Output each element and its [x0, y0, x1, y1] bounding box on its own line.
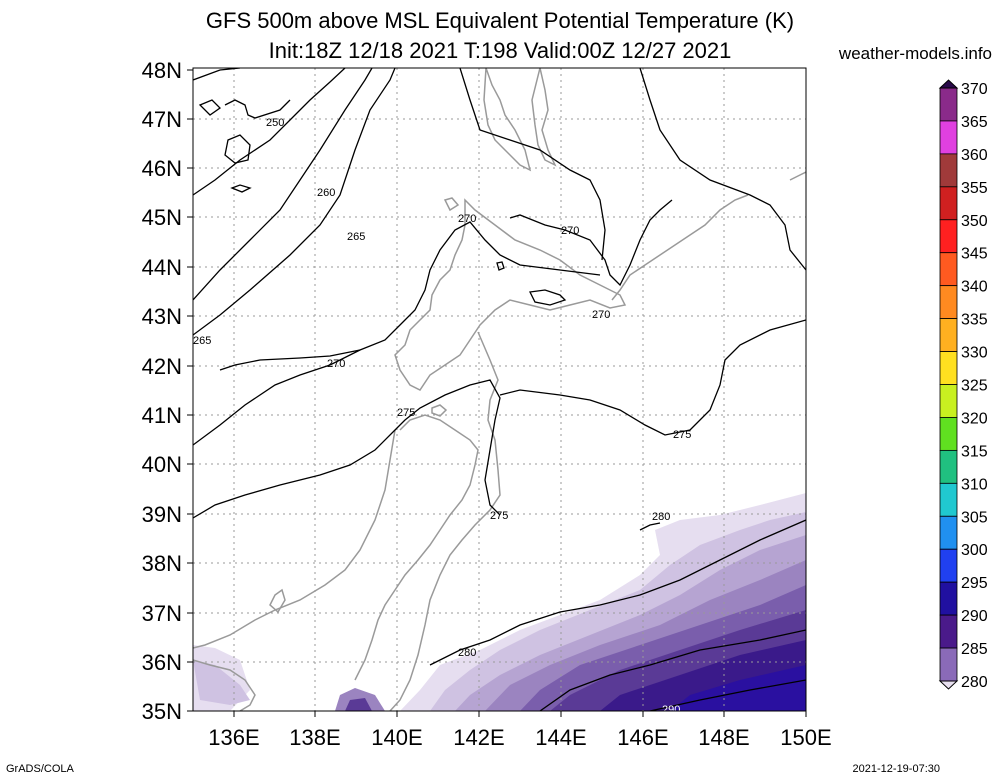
colorbar: 370 365 360 355 350 345 340 335 330 325 320 315 310 3… — [938, 79, 988, 691]
colorbar-max-cap — [938, 79, 959, 89]
contour-label: 270 — [458, 213, 476, 225]
colorbar-swatch — [939, 482, 958, 517]
lat-label: 45N — [142, 205, 182, 230]
colorbar-label: 340 — [961, 279, 988, 296]
contour-label: 250 — [266, 117, 284, 129]
colorbar-swatch — [939, 285, 958, 320]
contour-label: 290 — [662, 704, 680, 716]
lon-label: 140E — [371, 725, 422, 750]
contour-label: 270 — [592, 309, 610, 321]
lon-label: 136E — [208, 725, 259, 750]
colorbar-label: 310 — [961, 476, 988, 493]
colorbar-swatch — [939, 252, 958, 287]
lon-label: 142E — [453, 725, 504, 750]
colorbar-label: 305 — [961, 509, 988, 526]
colorbar-swatch — [939, 186, 958, 221]
colorbar-swatch — [939, 219, 958, 254]
lat-label: 39N — [142, 502, 182, 527]
colorbar-swatch — [939, 647, 958, 682]
contour-label: 275 — [397, 407, 415, 419]
lat-label: 42N — [142, 354, 182, 379]
colorbar-label: 350 — [961, 213, 988, 230]
theta-e-shading — [193, 493, 806, 711]
lat-label: 44N — [142, 255, 182, 280]
colorbar-label: 285 — [961, 641, 988, 658]
contour-label: 265 — [347, 231, 365, 243]
lon-label: 138E — [289, 725, 340, 750]
contour-label: 270 — [327, 358, 345, 370]
colorbar-label: 290 — [961, 608, 988, 625]
contour-label-group: 250 260 265 265 270 270 270 270 275 275 … — [193, 117, 691, 716]
colorbar-label: 320 — [961, 410, 988, 427]
contour-label: 265 — [193, 335, 211, 347]
colorbar-label: 325 — [961, 378, 988, 395]
lon-ticks — [233, 711, 807, 717]
lat-label: 36N — [142, 650, 182, 675]
lat-label: 46N — [142, 156, 182, 181]
colorbar-min-cap — [938, 680, 959, 690]
colorbar-swatch — [939, 318, 958, 352]
colorbar-label: 335 — [961, 312, 988, 329]
lon-label: 144E — [535, 725, 586, 750]
contour-label: 275 — [490, 510, 508, 522]
lat-label: 38N — [142, 551, 182, 576]
colorbar-label: 280 — [961, 674, 988, 691]
colorbar-swatch — [939, 548, 958, 583]
lon-label: 150E — [780, 725, 831, 750]
contour-label: 275 — [673, 429, 691, 441]
contour-label: 280 — [458, 647, 476, 659]
colorbar-swatch — [939, 153, 958, 188]
lat-label: 37N — [142, 601, 182, 626]
contour-label: 260 — [317, 187, 335, 199]
colorbar-label: 360 — [961, 147, 988, 164]
colorbar-swatch — [939, 87, 958, 122]
lat-ticks — [187, 69, 193, 712]
contour-label: 280 — [652, 511, 670, 523]
lon-label: 146E — [617, 725, 668, 750]
colorbar-label: 370 — [961, 81, 988, 98]
footer-software: GrADS/COLA — [6, 763, 74, 775]
colorbar-label: 295 — [961, 575, 988, 592]
lat-label: 43N — [142, 304, 182, 329]
grid-lines — [193, 68, 806, 711]
footer-timestamp: 2021-12-19-07:30 — [852, 763, 940, 775]
colorbar-swatch — [939, 614, 958, 649]
colorbar-swatch — [939, 449, 958, 484]
colorbar-label: 345 — [961, 246, 988, 263]
lat-label: 41N — [142, 403, 182, 428]
title-line-2: Init:18Z 12/18 2021 T:198 Valid:00Z 12/2… — [268, 38, 732, 63]
site-credit: weather-models.info — [838, 44, 992, 63]
colorbar-swatch — [939, 384, 958, 418]
colorbar-swatch — [939, 581, 958, 616]
colorbar-swatch — [939, 417, 958, 451]
lat-label: 47N — [142, 107, 182, 132]
longitude-axis: 136E 138E 140E 142E 144E 146E 148E 150E — [208, 725, 831, 750]
lat-label: 35N — [142, 699, 182, 724]
colorbar-label: 315 — [961, 443, 988, 460]
contour-label: 270 — [561, 225, 579, 237]
colorbar-label: 300 — [961, 542, 988, 559]
contours — [193, 68, 806, 711]
colorbar-swatch — [939, 515, 958, 550]
colorbar-swatch — [939, 351, 958, 385]
colorbar-label: 355 — [961, 180, 988, 197]
lat-label: 40N — [142, 452, 182, 477]
plot-frame — [192, 67, 807, 712]
lat-label: 48N — [142, 58, 182, 83]
colorbar-swatch — [939, 120, 958, 155]
lon-label: 148E — [698, 725, 749, 750]
coastlines — [193, 68, 806, 711]
colorbar-label: 330 — [961, 345, 988, 362]
colorbar-label: 365 — [961, 114, 988, 131]
latitude-axis: 48N 47N 46N 45N 44N 43N 42N 41N 40N 39N … — [142, 58, 182, 724]
title-line-1: GFS 500m above MSL Equivalent Potential … — [205, 8, 795, 33]
